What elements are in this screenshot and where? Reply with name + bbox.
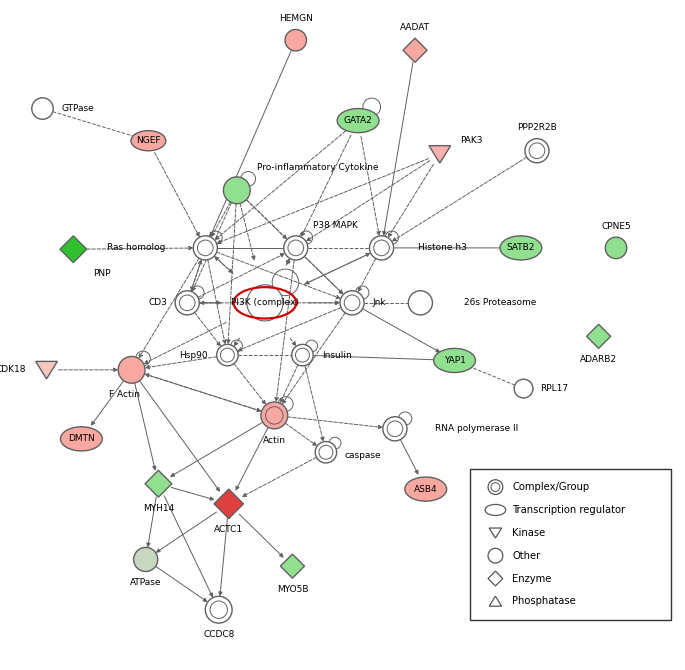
Text: CCDC8: CCDC8	[203, 630, 234, 639]
Ellipse shape	[131, 131, 166, 151]
Text: Transcription regulator: Transcription regulator	[512, 505, 625, 515]
Polygon shape	[429, 145, 451, 163]
Text: CDK18: CDK18	[0, 365, 27, 375]
Text: GTPase: GTPase	[61, 104, 94, 113]
Circle shape	[488, 548, 503, 563]
Circle shape	[134, 547, 158, 572]
Circle shape	[369, 236, 394, 260]
Text: Ras homolog: Ras homolog	[107, 243, 165, 253]
Circle shape	[514, 379, 533, 398]
Circle shape	[315, 442, 336, 463]
Ellipse shape	[485, 505, 506, 515]
Text: Pro-inflammatory Cytokine: Pro-inflammatory Cytokine	[257, 163, 378, 172]
Text: ASB4: ASB4	[414, 484, 438, 494]
Text: GATA2: GATA2	[344, 116, 373, 125]
Text: Insulin: Insulin	[323, 350, 352, 360]
Text: Kinase: Kinase	[512, 528, 545, 538]
Circle shape	[197, 240, 213, 256]
Circle shape	[408, 291, 432, 315]
Text: YAP1: YAP1	[444, 356, 466, 365]
Text: RNA polymerase II: RNA polymerase II	[435, 424, 519, 433]
Circle shape	[266, 407, 283, 424]
Text: MYH14: MYH14	[142, 504, 174, 513]
Text: ADARB2: ADARB2	[580, 355, 617, 364]
Ellipse shape	[405, 477, 447, 501]
Text: Actin: Actin	[263, 436, 286, 444]
Ellipse shape	[434, 348, 475, 373]
Text: HEMGN: HEMGN	[279, 15, 312, 23]
Circle shape	[284, 236, 308, 260]
Circle shape	[383, 417, 407, 441]
Text: ACTC1: ACTC1	[214, 525, 243, 534]
Circle shape	[529, 143, 545, 159]
Circle shape	[344, 295, 360, 311]
Circle shape	[488, 480, 503, 494]
Polygon shape	[214, 489, 243, 519]
Polygon shape	[280, 554, 304, 578]
Text: AADAT: AADAT	[400, 23, 430, 32]
Text: F Actin: F Actin	[110, 390, 140, 399]
Ellipse shape	[60, 427, 102, 451]
Text: caspase: caspase	[345, 451, 382, 460]
Text: PNP: PNP	[93, 269, 111, 278]
Circle shape	[374, 240, 389, 256]
Circle shape	[387, 421, 403, 437]
Circle shape	[292, 344, 313, 366]
Circle shape	[606, 237, 627, 259]
Ellipse shape	[500, 236, 542, 260]
Text: ATPase: ATPase	[130, 578, 162, 587]
Text: 26s Proteasome: 26s Proteasome	[464, 298, 536, 308]
Text: DMTN: DMTN	[68, 434, 95, 444]
Text: Other: Other	[512, 551, 540, 561]
Circle shape	[216, 344, 238, 366]
Circle shape	[319, 446, 333, 459]
Ellipse shape	[337, 109, 379, 133]
Circle shape	[247, 285, 283, 321]
Text: SATB2: SATB2	[507, 243, 535, 253]
Circle shape	[261, 402, 288, 429]
Polygon shape	[489, 528, 501, 538]
Circle shape	[175, 291, 199, 315]
Text: Hsp90: Hsp90	[179, 350, 208, 360]
Polygon shape	[488, 572, 503, 586]
Text: P38 MAPK: P38 MAPK	[312, 222, 358, 230]
Circle shape	[210, 601, 227, 618]
Circle shape	[491, 482, 500, 492]
Text: PAK3: PAK3	[460, 136, 482, 145]
Circle shape	[179, 295, 195, 311]
Circle shape	[340, 291, 364, 315]
Circle shape	[288, 240, 303, 256]
Polygon shape	[586, 324, 610, 348]
Circle shape	[119, 356, 145, 383]
Text: PPP2R2B: PPP2R2B	[517, 123, 557, 132]
Circle shape	[32, 98, 53, 119]
Text: RPL17: RPL17	[540, 384, 569, 393]
Circle shape	[525, 139, 549, 163]
Text: Complex/Group: Complex/Group	[512, 482, 589, 492]
Text: NGEF: NGEF	[136, 136, 160, 145]
Text: Jnk: Jnk	[372, 298, 386, 308]
Text: MYO5B: MYO5B	[277, 585, 308, 594]
Circle shape	[221, 348, 234, 362]
Circle shape	[206, 596, 232, 623]
Text: Histone h3: Histone h3	[419, 243, 467, 253]
Text: PI3K (complex): PI3K (complex)	[231, 298, 299, 308]
Circle shape	[285, 29, 306, 51]
Polygon shape	[36, 361, 58, 379]
FancyBboxPatch shape	[470, 469, 671, 620]
Text: Enzyme: Enzyme	[512, 574, 551, 584]
Polygon shape	[403, 38, 427, 62]
Polygon shape	[145, 470, 172, 497]
Text: Phosphatase: Phosphatase	[512, 596, 576, 606]
Polygon shape	[489, 596, 501, 606]
Text: CD3: CD3	[148, 298, 167, 308]
Circle shape	[295, 348, 310, 362]
Circle shape	[193, 236, 217, 260]
Text: CPNE5: CPNE5	[601, 222, 631, 231]
Polygon shape	[60, 236, 87, 263]
Circle shape	[223, 177, 250, 204]
